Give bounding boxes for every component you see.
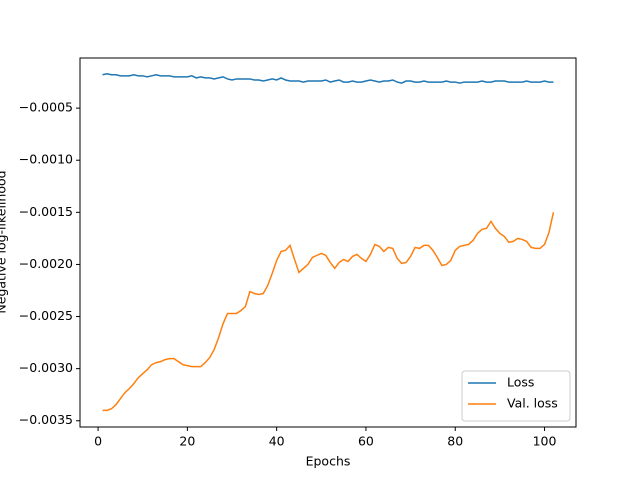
x-tick-label: 20: [179, 434, 195, 449]
y-tick-label: −0.0010: [19, 152, 73, 167]
y-tick-label: −0.0015: [19, 204, 73, 219]
x-tick-label: 80: [447, 434, 463, 449]
y-tick-label: −0.0035: [19, 412, 73, 427]
y-tick-label: −0.0030: [19, 360, 73, 375]
y-tick-label: −0.0025: [19, 308, 73, 323]
x-axis-label: Epochs: [306, 454, 351, 469]
legend-label: Loss: [507, 375, 534, 390]
x-tick-label: 60: [358, 434, 374, 449]
plot-frame: [79, 57, 577, 428]
x-tick-label: 40: [269, 434, 285, 449]
y-tick-label: −0.0005: [19, 100, 73, 115]
series-line: [102, 212, 555, 412]
y-axis-label: Negative log-likelihood: [0, 170, 9, 313]
series-line: [102, 72, 554, 84]
x-tick-label: 0: [94, 434, 102, 449]
y-tick-label: −0.0020: [19, 256, 73, 271]
x-tick-label: 100: [533, 434, 557, 449]
legend-label: Val. loss: [507, 396, 558, 411]
